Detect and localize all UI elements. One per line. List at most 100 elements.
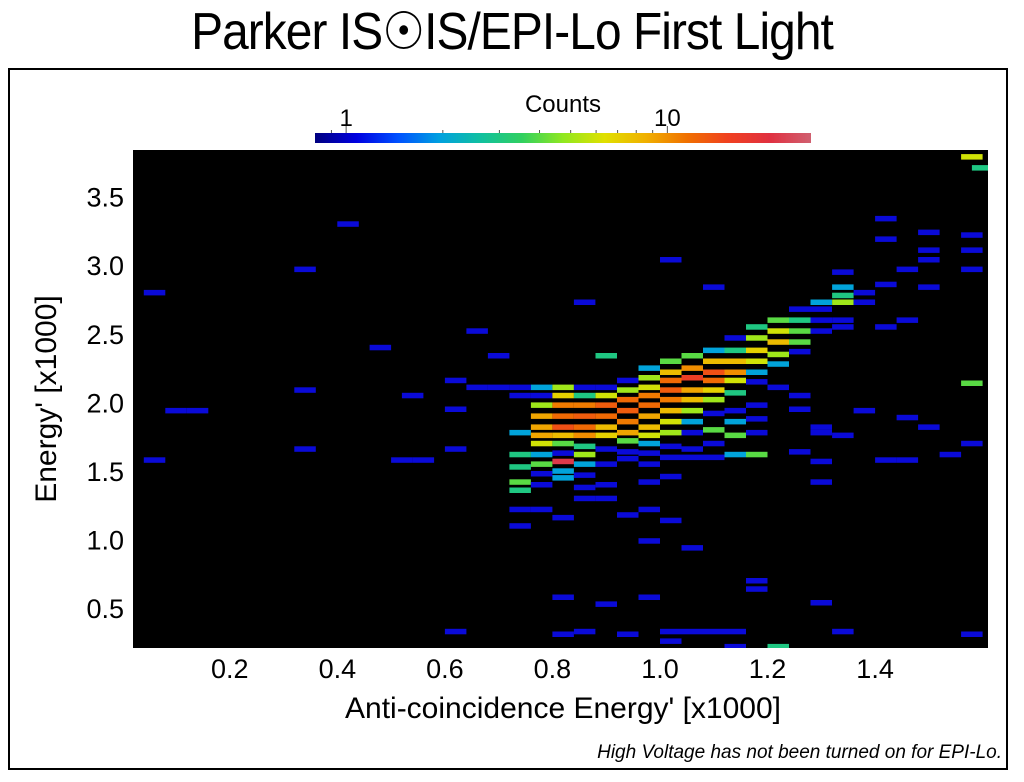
heatmap-cell [746,402,768,408]
heatmap-cell [681,446,703,452]
heatmap-cell [810,328,832,334]
heatmap-cell [660,407,682,414]
colorbar: Counts 1 10 [315,91,811,143]
heatmap-cell [487,384,510,391]
footnote: High Voltage has not been turned on for … [597,742,1002,763]
heatmap-cell [810,299,832,305]
heatmap-cell [918,424,940,430]
heatmap-cell [896,457,919,463]
heatmap-cell [617,377,639,384]
heatmap-cell [530,384,553,391]
plot-area [133,150,988,648]
heatmap-cell [573,392,596,399]
heatmap-cell [724,390,746,396]
heatmap-cell [703,377,725,384]
heatmap-cell [832,284,854,290]
heatmap-cell [789,306,811,312]
heatmap-cell [660,429,682,436]
heatmap-cell [810,429,832,436]
heatmap-cell [530,413,553,419]
heatmap-cell [789,339,811,345]
heatmap-cell [509,523,531,529]
y-tick-label: 2.0 [86,388,124,418]
heatmap-cell [724,418,746,425]
colorbar-label: Counts [525,91,601,118]
heatmap-cell [681,375,703,381]
y-axis-label: Energy' [x1000] [30,295,63,503]
heatmap-cell [681,353,703,359]
y-axis-ticks: 0.5 1.0 1.5 2.0 2.5 3.0 3.5 [86,183,124,625]
heatmap-cell [466,384,488,391]
heatmap-cell [789,317,811,323]
heatmap-cell [724,358,746,364]
heatmap-cell [573,424,596,430]
heatmap-cell [724,432,746,439]
heatmap-cell [810,317,832,323]
heatmap-cell [681,396,703,403]
heatmap-cell [530,402,553,408]
heatmap-cell [724,643,746,648]
heatmap-cell [638,402,660,408]
heatmap-cell [573,472,596,478]
heatmap-cell [509,506,531,513]
heatmap-cell [832,299,854,305]
heatmap-cells [143,154,988,648]
heatmap-cell [294,387,316,393]
heatmap-cell [638,424,660,430]
heatmap-cell [186,407,209,414]
heatmap-cell [530,392,553,399]
heatmap-cell [703,358,725,364]
heatmap-cell [746,429,768,436]
heatmap-cell [294,266,316,273]
heatmap-cell [573,628,596,635]
heatmap-cell [703,284,725,290]
heatmap-cell [724,369,746,375]
heatmap-cell [724,347,746,354]
x-tick-label: 0.4 [319,654,357,684]
heatmap-cell [487,353,510,359]
heatmap-cell [681,545,703,551]
heatmap-cell [143,457,166,463]
heatmap-cell [638,506,660,513]
heatmap-cell [746,379,768,385]
heatmap-cell [703,454,725,461]
heatmap-cell [789,406,811,412]
heatmap-cell [961,440,983,447]
heatmap-cell [530,461,553,467]
heatmap-cell [724,335,746,341]
heatmap-cell [595,482,617,488]
heatmap-cell [552,631,574,637]
heatmap-cell [530,451,553,458]
figure-frame [8,68,1008,770]
heatmap-cell [552,514,574,521]
heatmap-cell [573,384,596,391]
heatmap-cell [573,413,596,419]
heatmap-cell [573,495,596,502]
y-tick-label: 2.5 [86,320,124,350]
heatmap-cell [595,384,617,391]
heatmap-cell [552,384,574,391]
heatmap-cell [638,413,660,419]
heatmap-cell [509,479,531,485]
heatmap-cell [681,387,703,393]
heatmap-cell [875,281,897,288]
heatmap-cell [552,594,574,600]
heatmap-cell [573,299,596,305]
heatmap-cell [660,387,682,393]
heatmap-cell [444,406,467,412]
heatmap-cell [810,306,832,312]
heatmap-cell [617,631,639,637]
heatmap-cell [767,361,789,367]
heatmap-cell [573,443,596,450]
heatmap-cell [552,432,574,439]
heatmap-cell [466,328,488,334]
heatmap-cell [767,328,789,334]
heatmap-cell [595,424,617,430]
heatmap-cell [939,451,962,458]
heatmap-cell [143,289,166,296]
heatmap-cell [853,289,876,296]
heatmap-cell [746,358,768,364]
heatmap-cell [767,351,789,358]
heatmap-cell [703,427,725,433]
